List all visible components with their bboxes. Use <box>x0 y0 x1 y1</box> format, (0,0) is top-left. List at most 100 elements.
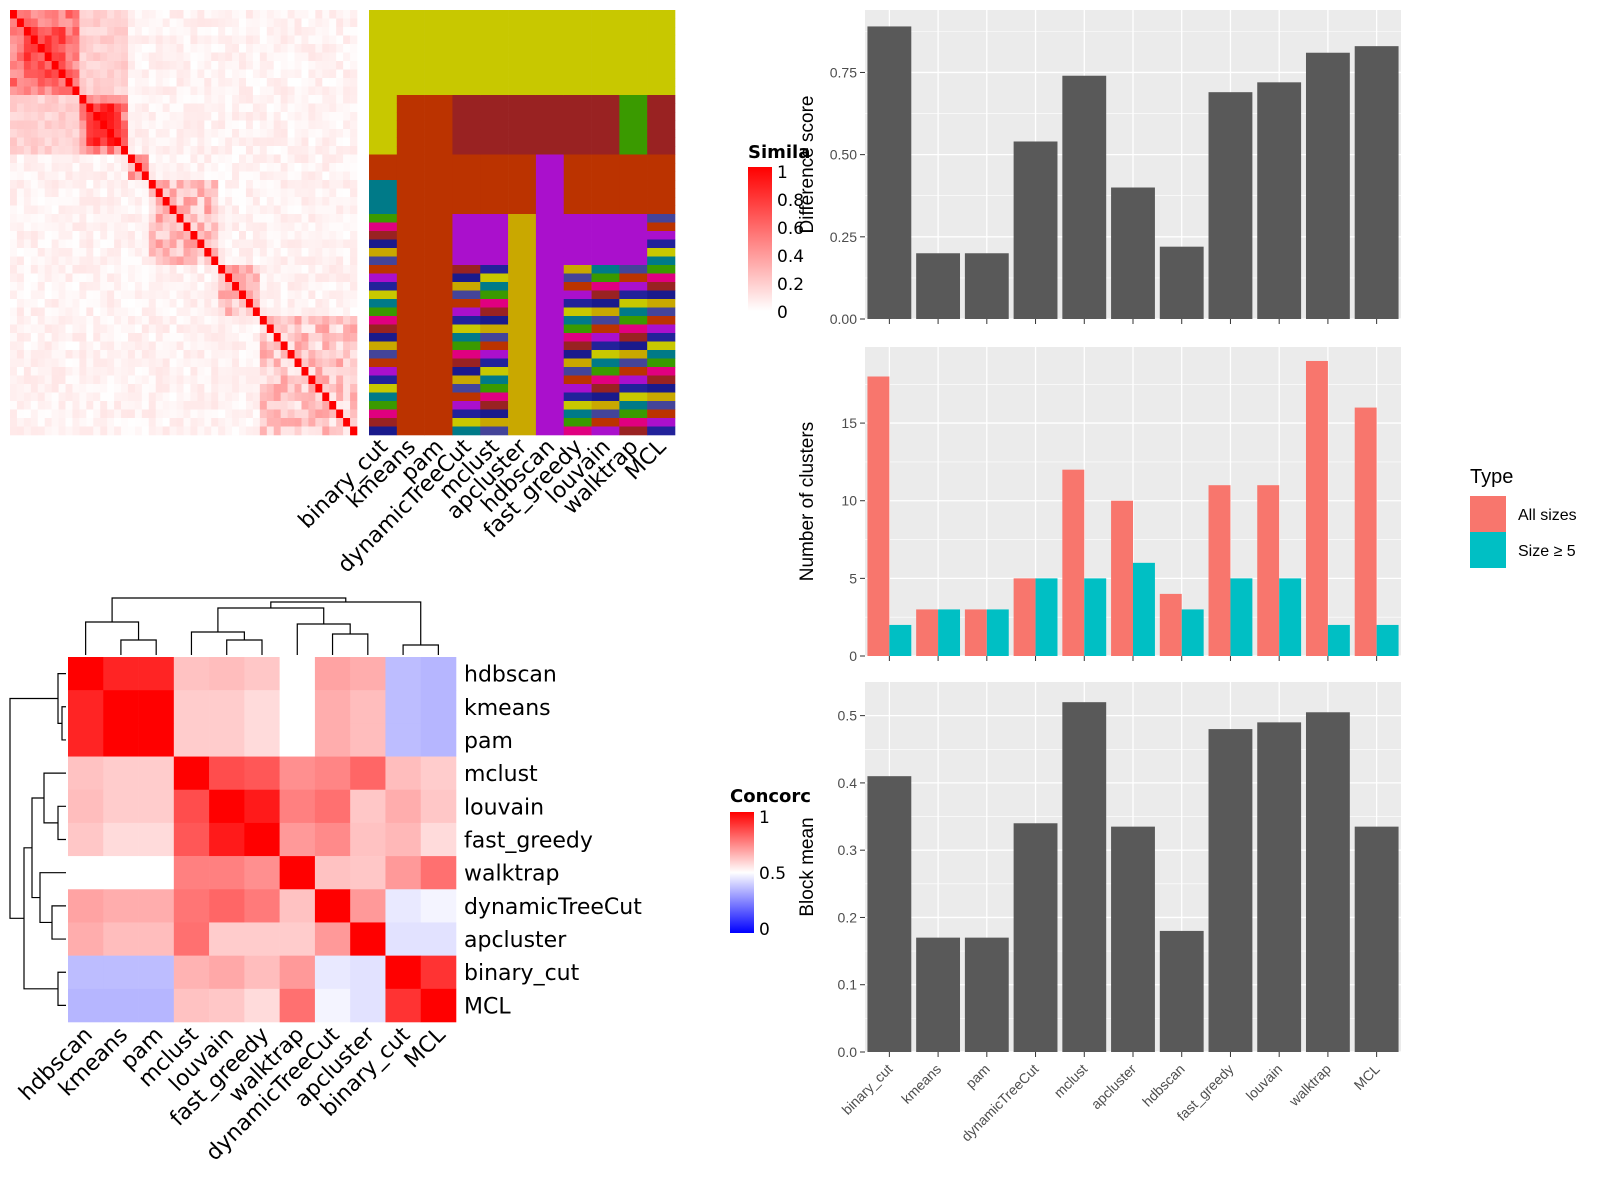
cluster-cell <box>619 146 648 155</box>
similarity-cell <box>114 409 122 419</box>
similarity-cell <box>280 333 288 342</box>
similarity-cell <box>336 27 344 36</box>
similarity-cell <box>58 392 66 402</box>
similarity-cell <box>127 341 136 351</box>
similarity-cell <box>100 350 108 359</box>
similarity-cell <box>51 163 59 172</box>
cluster-cell <box>563 282 592 291</box>
y-tick-label: 0.75 <box>830 64 857 80</box>
concordance-cell <box>209 822 245 857</box>
similarity-cell <box>329 324 337 334</box>
similarity-cell <box>287 44 295 53</box>
similarity-cell <box>239 129 247 138</box>
similarity-cell <box>58 290 66 300</box>
concordance-cell <box>385 657 422 691</box>
similarity-cell <box>127 307 136 317</box>
similarity-cell <box>218 299 226 308</box>
cluster-cell <box>535 137 565 147</box>
similarity-cell <box>259 282 268 291</box>
similarity-cell <box>308 426 316 436</box>
similarity-cell <box>30 52 39 62</box>
similarity-cell <box>350 69 358 79</box>
cluster-cell <box>535 418 565 427</box>
cluster-cell <box>452 163 481 172</box>
similarity-cell <box>280 52 288 62</box>
similarity-cell <box>72 120 80 130</box>
similarity-cell <box>127 205 136 215</box>
similarity-cell <box>329 299 337 308</box>
similarity-cell <box>350 418 358 427</box>
similarity-cell <box>65 171 73 181</box>
similarity-cell <box>127 95 136 104</box>
similarity-cell <box>336 146 344 155</box>
cluster-cell <box>480 273 509 283</box>
similarity-cell <box>107 392 115 402</box>
similarity-cell <box>218 120 226 130</box>
similarity-cell <box>141 367 150 376</box>
similarity-cell <box>176 265 184 274</box>
similarity-cell <box>16 333 25 342</box>
similarity-cell <box>86 384 94 393</box>
similarity-cell <box>190 35 198 45</box>
similarity-cell <box>23 86 32 96</box>
similarity-cell <box>176 61 184 70</box>
similarity-cell <box>350 137 358 147</box>
similarity-cell <box>127 324 136 334</box>
similarity-cell <box>114 18 122 28</box>
similarity-cell <box>343 52 351 62</box>
similarity-cell <box>107 95 115 104</box>
similarity-cell <box>301 180 309 189</box>
similarity-cell <box>239 10 247 19</box>
cluster-cell <box>480 35 509 45</box>
similarity-cell <box>301 163 309 172</box>
similarity-cell <box>148 69 157 79</box>
similarity-cell <box>134 171 143 181</box>
similarity-cell <box>169 350 177 359</box>
similarity-cell <box>16 273 25 283</box>
similarity-cell <box>301 392 309 402</box>
cluster-cell <box>480 205 509 215</box>
similarity-cell <box>329 154 337 164</box>
similarity-cell <box>336 120 344 130</box>
similarity-cell <box>72 350 80 359</box>
similarity-cell <box>197 409 205 419</box>
similarity-cell <box>197 333 205 342</box>
similarity-cell <box>294 299 302 308</box>
similarity-cell <box>86 78 94 87</box>
cluster-cell <box>424 282 453 291</box>
similarity-cell <box>273 358 281 368</box>
similarity-cell <box>58 341 66 351</box>
cluster-cell <box>619 120 648 130</box>
similarity-cell <box>107 120 115 130</box>
cluster-cell <box>508 350 537 359</box>
similarity-cell <box>148 358 157 368</box>
similarity-cell <box>114 239 122 249</box>
similarity-cell <box>322 333 330 342</box>
similarity-cell <box>176 409 184 419</box>
cluster-cell <box>480 409 509 419</box>
similarity-cell <box>176 154 184 164</box>
similarity-cell <box>79 248 87 257</box>
cluster-cell <box>480 78 509 87</box>
similarity-cell <box>204 171 212 181</box>
similarity-cell <box>162 86 170 96</box>
similarity-cell <box>107 154 115 164</box>
similarity-cell <box>294 18 302 28</box>
similarity-cell <box>93 290 101 300</box>
similarity-cell <box>183 333 191 342</box>
similarity-cell <box>287 350 295 359</box>
similarity-cell <box>51 299 59 308</box>
cluster-cell <box>396 146 425 155</box>
similarity-cell <box>273 265 281 274</box>
cluster-cell <box>396 307 425 317</box>
cluster-cell <box>480 197 509 206</box>
cluster-cell <box>480 358 509 368</box>
similarity-cell <box>190 86 198 96</box>
similarity-cell <box>114 214 122 223</box>
similarity-cell <box>315 120 323 130</box>
similarity-cell <box>225 358 233 368</box>
similarity-cell <box>259 146 268 155</box>
similarity-cell <box>252 137 261 147</box>
similarity-cell <box>322 265 330 274</box>
similarity-cell <box>239 384 247 393</box>
